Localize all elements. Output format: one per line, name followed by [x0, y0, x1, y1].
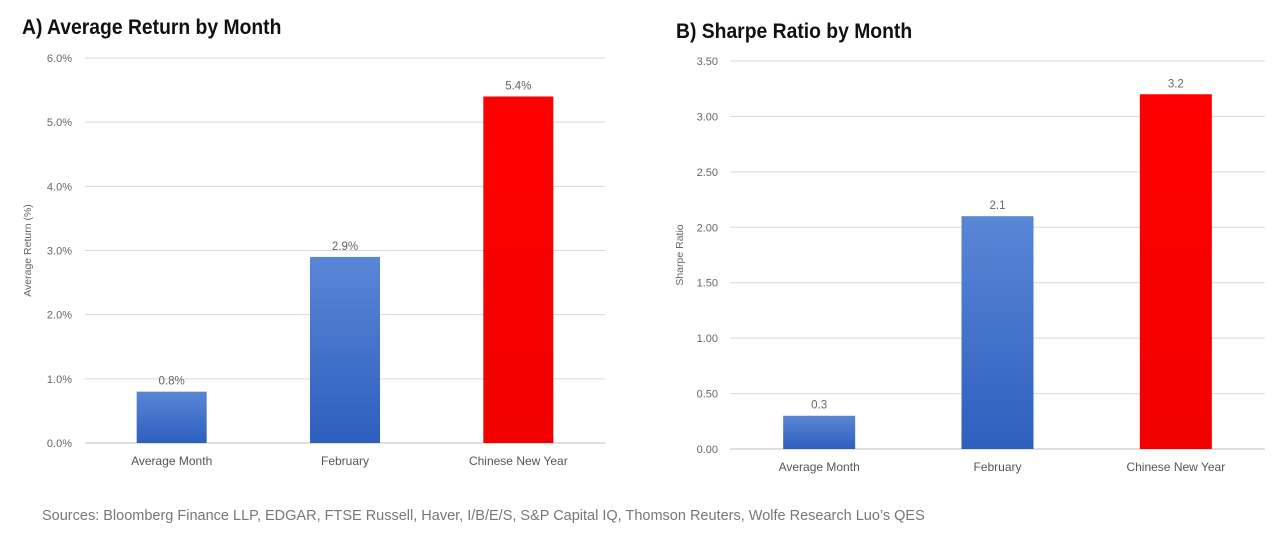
chart-b-ylabel: Sharpe Ratio — [674, 224, 686, 285]
chart-a-category-label: Chinese New Year — [469, 454, 568, 468]
chart-a-ylabel: Average Return (%) — [22, 204, 34, 297]
chart-a-ytick-label: 6.0% — [47, 53, 72, 65]
chart-b-ytick-label: 3.50 — [697, 56, 718, 68]
chart-a-ytick-label: 0.0% — [47, 438, 72, 450]
chart-a-bar — [310, 256, 380, 443]
chart-b-category-label: Chinese New Year — [1126, 460, 1225, 474]
chart-b-ytick-label: 1.00 — [697, 333, 718, 345]
chart-b-category-label: Average Month — [779, 460, 860, 474]
chart-a-data-label: 2.9% — [332, 241, 358, 253]
chart-a-ytick-label: 2.0% — [47, 310, 72, 322]
chart-b-bar — [1139, 94, 1212, 449]
chart-a-data-label: 0.8% — [159, 376, 185, 388]
chart-a-category-label: February — [321, 454, 369, 468]
chart-b-ytick-label: 0.50 — [697, 389, 718, 401]
chart-b-data-label: 3.2 — [1168, 78, 1184, 90]
chart-b-data-label: 2.1 — [990, 200, 1006, 212]
chart-a-bar — [483, 96, 554, 443]
chart-a-category-label: Average Month — [131, 454, 212, 468]
chart-a-ytick-label: 3.0% — [47, 246, 72, 258]
chart-a-data-label: 5.4% — [505, 81, 531, 93]
chart-b-title: B) Sharpe Ratio by Month — [676, 20, 913, 43]
chart-b-ytick-label: 1.50 — [697, 278, 718, 290]
chart-a-ytick-label: 4.0% — [47, 181, 72, 193]
chart-a-ytick-label: 1.0% — [47, 374, 72, 386]
chart-b-ytick-label: 2.00 — [697, 222, 718, 234]
chart-b-ytick-label: 2.50 — [697, 167, 718, 179]
chart-b-bar — [783, 415, 856, 449]
chart-b-bar — [961, 216, 1034, 449]
chart-b-category-label: February — [973, 460, 1021, 474]
sources-footnote: Sources: Bloomberg Finance LLP, EDGAR, F… — [42, 508, 925, 524]
chart-b-data-label: 0.3 — [811, 400, 827, 412]
chart-a-ytick-label: 5.0% — [47, 117, 72, 129]
chart-a-bar — [136, 391, 207, 443]
chart-b-ytick-label: 0.00 — [697, 444, 718, 456]
chart-a-title: A) Average Return by Month — [22, 16, 282, 39]
chart-b-ytick-label: 3.00 — [697, 111, 718, 123]
